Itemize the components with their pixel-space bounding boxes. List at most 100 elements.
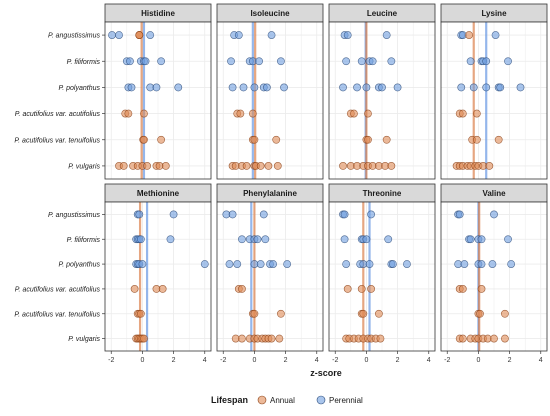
point-perennial bbox=[340, 235, 349, 244]
x-tick-label: 0 bbox=[476, 357, 480, 364]
strip-label-valine: Valine bbox=[482, 189, 506, 198]
point-perennial bbox=[482, 57, 491, 66]
point-annual bbox=[472, 109, 481, 118]
point-perennial bbox=[283, 260, 292, 268]
point-perennial bbox=[466, 235, 475, 244]
point-annual bbox=[264, 162, 273, 170]
point-annual bbox=[135, 31, 144, 39]
point-perennial bbox=[496, 83, 505, 92]
point-annual bbox=[364, 109, 372, 118]
point-perennial bbox=[387, 57, 396, 66]
x-tick-label: -2 bbox=[332, 357, 338, 364]
point-annual bbox=[256, 162, 265, 170]
x-tick-label: 4 bbox=[539, 357, 543, 364]
panel-border-lysine bbox=[440, 21, 548, 180]
point-perennial bbox=[225, 260, 234, 268]
point-annual bbox=[140, 334, 148, 343]
point-perennial bbox=[382, 31, 391, 39]
point-annual bbox=[494, 135, 503, 144]
point-perennial bbox=[504, 235, 512, 244]
point-annual bbox=[130, 285, 139, 293]
point-annual bbox=[242, 162, 251, 170]
point-perennial bbox=[460, 260, 469, 268]
strip-label-methionine: Methionine bbox=[137, 189, 180, 198]
point-perennial bbox=[227, 57, 235, 66]
point-perennial bbox=[135, 210, 144, 219]
point-annual bbox=[238, 285, 246, 293]
panel-border-phenylalanine bbox=[216, 201, 324, 352]
point-annual bbox=[119, 162, 128, 170]
point-annual bbox=[236, 109, 245, 118]
x-tick-label: 4 bbox=[203, 357, 207, 364]
x-tick-label: 2 bbox=[172, 357, 176, 364]
point-annual bbox=[367, 285, 375, 293]
panel-border-threonine bbox=[328, 201, 436, 352]
legend-label-perennial: Perennial bbox=[329, 396, 363, 405]
point-annual bbox=[343, 285, 352, 293]
point-perennial bbox=[507, 260, 516, 268]
point-perennial bbox=[365, 260, 374, 268]
point-annual bbox=[501, 334, 509, 343]
point-annual bbox=[272, 135, 281, 144]
point-perennial bbox=[166, 235, 175, 244]
point-annual bbox=[250, 135, 259, 144]
x-tick-label: -2 bbox=[444, 357, 450, 364]
point-perennial bbox=[256, 260, 265, 268]
point-annual bbox=[275, 334, 284, 343]
point-annual bbox=[136, 309, 145, 318]
x-tick-label: 2 bbox=[396, 357, 400, 364]
x-tick-label: 2 bbox=[284, 357, 288, 364]
strip-label-lysine: Lysine bbox=[481, 9, 507, 18]
point-annual bbox=[387, 162, 396, 170]
y-label-species: P. acutifolius var. tenuifolius bbox=[14, 311, 100, 318]
point-perennial bbox=[174, 83, 183, 92]
strip-label-phenylalanine: Phenylalanine bbox=[243, 189, 297, 198]
point-perennial bbox=[504, 57, 512, 66]
point-perennial bbox=[343, 31, 352, 39]
x-tick-label: 4 bbox=[315, 357, 319, 364]
panel-border-leucine bbox=[328, 21, 436, 180]
point-perennial bbox=[516, 83, 525, 92]
strip-label-threonine: Threonine bbox=[363, 189, 402, 198]
point-perennial bbox=[357, 57, 366, 66]
point-perennial bbox=[108, 31, 116, 39]
point-perennial bbox=[403, 260, 411, 268]
legend-swatch-perennial bbox=[316, 395, 326, 405]
point-perennial bbox=[126, 57, 134, 66]
point-annual bbox=[376, 334, 385, 343]
point-annual bbox=[485, 162, 494, 170]
point-annual bbox=[250, 309, 259, 318]
point-perennial bbox=[157, 57, 166, 66]
point-annual bbox=[140, 109, 148, 118]
point-perennial bbox=[477, 260, 486, 268]
point-perennial bbox=[339, 83, 347, 92]
point-perennial bbox=[138, 260, 147, 268]
y-label-species: P. polyanthus bbox=[58, 262, 100, 269]
y-label-species: P. angustissimus bbox=[48, 33, 101, 40]
y-label-species: P. vulgaris bbox=[68, 336, 100, 343]
point-annual bbox=[158, 285, 167, 293]
point-annual bbox=[382, 135, 391, 144]
point-perennial bbox=[367, 210, 375, 219]
point-annual bbox=[350, 109, 358, 118]
point-perennial bbox=[228, 210, 237, 219]
point-perennial bbox=[267, 31, 276, 39]
point-annual bbox=[501, 309, 509, 318]
point-annual bbox=[458, 334, 467, 343]
y-label-species: P. filiformis bbox=[67, 59, 101, 66]
point-annual bbox=[140, 135, 148, 144]
point-perennial bbox=[491, 31, 500, 39]
panel-border-histidine bbox=[104, 21, 212, 180]
point-annual bbox=[267, 334, 276, 343]
point-perennial bbox=[368, 57, 377, 66]
y-label-species: P. acutifolius var. tenuifolius bbox=[14, 137, 100, 144]
legend-title: Lifespan bbox=[211, 395, 248, 405]
point-annual bbox=[157, 135, 166, 144]
point-annual bbox=[124, 109, 133, 118]
strip-label-isoleucine: Isoleucine bbox=[250, 9, 290, 18]
point-annual bbox=[359, 309, 368, 318]
x-tick-label: 0 bbox=[364, 357, 368, 364]
point-perennial bbox=[250, 83, 259, 92]
